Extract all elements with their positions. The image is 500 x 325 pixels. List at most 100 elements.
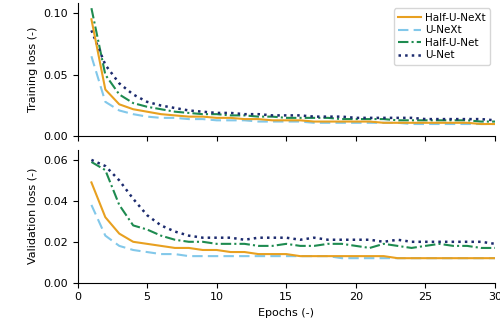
Half-U-Net: [172, 110, 178, 114]
U-NeXt: [380, 121, 386, 125]
Half-U-Net: [144, 105, 150, 109]
Line: U-Net: U-Net: [92, 30, 495, 120]
U-Net: [256, 112, 262, 116]
Half-U-Net: [311, 116, 317, 120]
U-NeXt: [367, 121, 373, 125]
Half-U-Net: [380, 117, 386, 121]
Half-U-Net: [200, 112, 206, 116]
Half-U-NeXt: [116, 102, 122, 106]
U-NeXt: [88, 54, 94, 58]
U-Net: [311, 115, 317, 119]
Half-U-Net: [283, 116, 289, 120]
Line: Half-U-NeXt: Half-U-NeXt: [92, 19, 495, 124]
Half-U-NeXt: [172, 113, 178, 117]
Half-U-Net: [436, 118, 442, 122]
U-Net: [283, 113, 289, 117]
U-Net: [408, 116, 414, 120]
U-NeXt: [325, 121, 331, 125]
U-Net: [186, 109, 192, 112]
U-Net: [478, 117, 484, 121]
Half-U-NeXt: [492, 122, 498, 126]
U-Net: [88, 28, 94, 32]
U-NeXt: [130, 112, 136, 116]
U-NeXt: [297, 120, 303, 124]
Half-U-NeXt: [200, 115, 206, 119]
U-NeXt: [408, 122, 414, 126]
Half-U-Net: [450, 118, 456, 122]
U-Net: [492, 118, 498, 122]
Half-U-NeXt: [325, 120, 331, 124]
U-NeXt: [353, 121, 359, 125]
U-NeXt: [116, 109, 122, 112]
Half-U-Net: [88, 6, 94, 10]
Half-U-NeXt: [242, 117, 248, 121]
Half-U-Net: [228, 113, 234, 117]
U-NeXt: [200, 117, 206, 121]
Legend: Half-U-NeXt, U-NeXt, Half-U-Net, U-Net: Half-U-NeXt, U-NeXt, Half-U-Net, U-Net: [394, 8, 490, 65]
U-NeXt: [478, 122, 484, 126]
Half-U-Net: [492, 120, 498, 124]
U-NeXt: [144, 115, 150, 119]
Half-U-Net: [394, 118, 400, 122]
Y-axis label: Training loss (-): Training loss (-): [28, 27, 38, 112]
U-NeXt: [158, 116, 164, 120]
U-Net: [367, 116, 373, 120]
U-Net: [158, 104, 164, 108]
U-NeXt: [311, 121, 317, 125]
U-Net: [464, 117, 470, 121]
Half-U-NeXt: [228, 116, 234, 120]
Half-U-Net: [339, 117, 345, 121]
U-Net: [339, 115, 345, 119]
Half-U-NeXt: [297, 118, 303, 122]
U-Net: [130, 93, 136, 97]
U-Net: [297, 113, 303, 117]
U-NeXt: [242, 118, 248, 122]
Half-U-Net: [408, 118, 414, 122]
Half-U-NeXt: [102, 87, 108, 91]
U-Net: [172, 106, 178, 110]
Half-U-Net: [242, 113, 248, 117]
U-Net: [353, 116, 359, 120]
Half-U-Net: [130, 101, 136, 105]
Half-U-NeXt: [256, 117, 262, 121]
Half-U-NeXt: [144, 110, 150, 114]
Half-U-Net: [353, 117, 359, 121]
U-Net: [450, 117, 456, 121]
Half-U-NeXt: [353, 120, 359, 124]
U-Net: [242, 112, 248, 116]
Half-U-Net: [367, 117, 373, 121]
U-Net: [102, 63, 108, 67]
U-Net: [422, 117, 428, 121]
Half-U-NeXt: [450, 121, 456, 125]
Half-U-NeXt: [311, 120, 317, 124]
U-Net: [214, 111, 220, 115]
U-Net: [200, 110, 206, 114]
Half-U-NeXt: [464, 121, 470, 125]
X-axis label: Epochs (-): Epochs (-): [258, 308, 314, 318]
Half-U-Net: [186, 111, 192, 115]
Half-U-Net: [102, 73, 108, 77]
U-Net: [380, 116, 386, 120]
U-NeXt: [186, 117, 192, 121]
Half-U-Net: [256, 115, 262, 119]
Y-axis label: Validation loss (-): Validation loss (-): [28, 168, 38, 265]
Half-U-Net: [464, 118, 470, 122]
Half-U-NeXt: [394, 121, 400, 125]
Half-U-NeXt: [270, 118, 276, 122]
U-NeXt: [102, 100, 108, 104]
Half-U-NeXt: [380, 121, 386, 125]
Half-U-NeXt: [478, 122, 484, 126]
Half-U-NeXt: [88, 17, 94, 21]
Line: Half-U-Net: Half-U-Net: [92, 8, 495, 122]
Half-U-NeXt: [214, 116, 220, 120]
U-Net: [116, 81, 122, 85]
Half-U-Net: [158, 107, 164, 111]
Half-U-Net: [325, 116, 331, 120]
U-NeXt: [172, 116, 178, 120]
Half-U-NeXt: [422, 121, 428, 125]
Half-U-NeXt: [158, 112, 164, 116]
Half-U-NeXt: [436, 121, 442, 125]
Half-U-Net: [297, 116, 303, 120]
U-Net: [325, 115, 331, 119]
U-NeXt: [422, 122, 428, 126]
